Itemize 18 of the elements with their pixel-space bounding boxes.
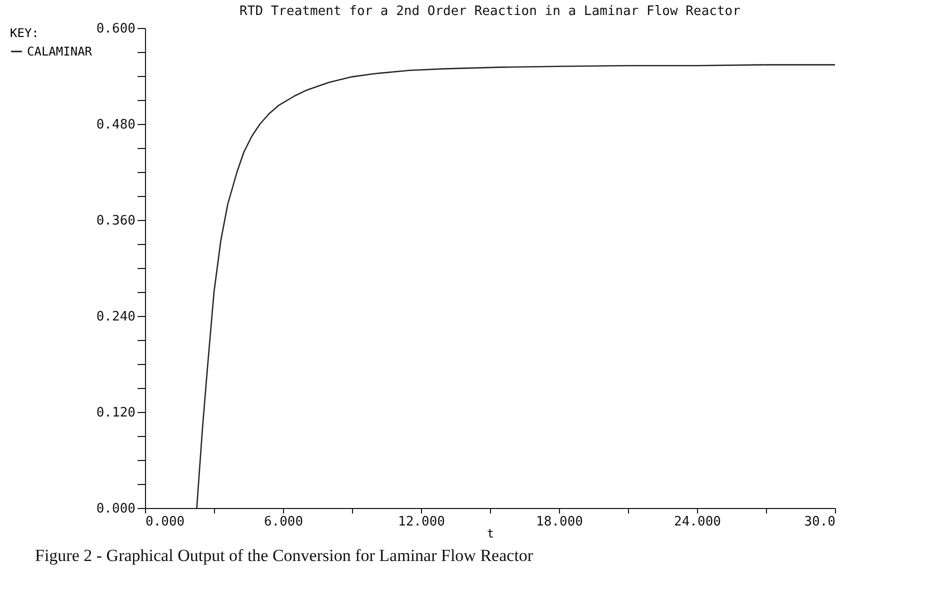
x-tick-label: 0.000 [146,514,185,530]
x-tick-label: 6.000 [264,514,304,530]
line-series [196,64,836,509]
chart-title: RTD Treatment for a 2nd Order Reaction in a Laminar Flow Reactor [240,4,741,19]
y-tick-label: 0.000 [96,502,136,516]
x-tick-label: 24.000 [674,514,721,530]
x-tick-label: 18.000 [536,514,583,530]
y-tick-label: 0.480 [96,118,136,132]
caption: Figure 2 - Graphical Output of the Conversion for Laminar Flow Reactor [35,546,534,565]
x-tick-label: 12.000 [398,514,445,530]
y-tick-label: 0.360 [96,214,136,228]
x-axis-title: t [486,526,494,540]
y-tick-label: 0.120 [96,406,136,420]
y-tick-label: 0.240 [96,310,136,324]
legend-title: KEY: [10,26,39,40]
legend-label: CALAMINAR [27,44,93,58]
x-tick-label: 30.0 [804,514,836,530]
y-tick-label: 0.600 [96,22,136,36]
